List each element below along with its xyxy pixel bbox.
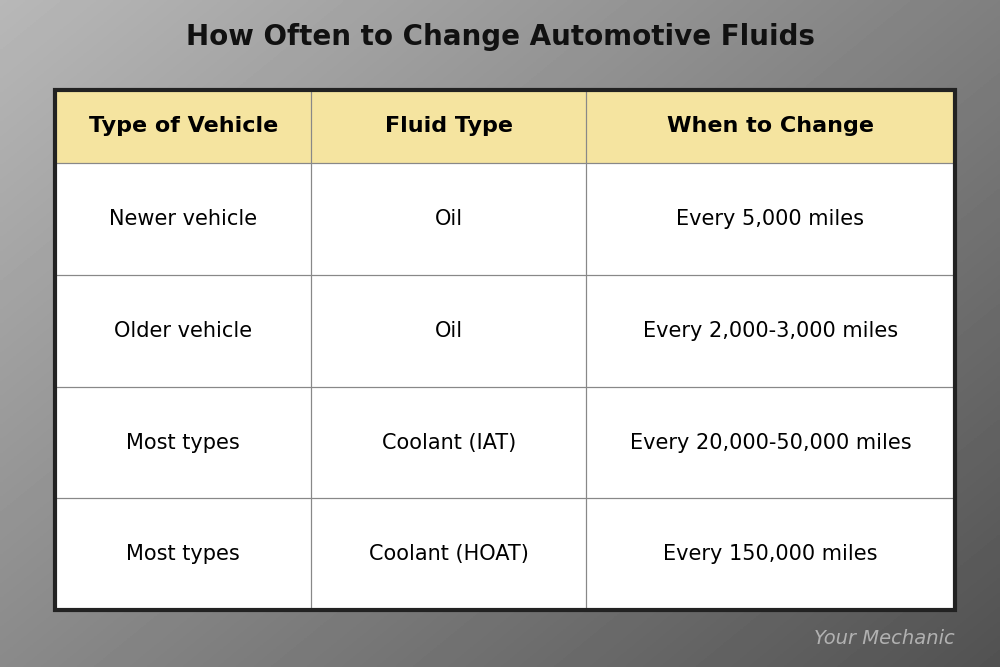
Bar [586,163,955,275]
Bar [586,387,955,498]
Bar [55,90,955,610]
Bar [311,275,586,387]
Bar [586,275,955,387]
Bar [311,275,586,387]
Text: How Often to Change Automotive Fluids: How Often to Change Automotive Fluids [186,23,814,51]
Text: Oil: Oil [435,321,463,341]
Bar [311,387,586,498]
Text: Type of Vehicle: Type of Vehicle [89,117,278,137]
Bar [586,387,955,498]
Bar [311,90,586,163]
Bar [586,498,955,610]
Text: When to Change: When to Change [667,117,874,137]
Bar [55,90,311,163]
Bar [586,90,955,163]
Bar [586,498,955,610]
Bar [586,163,955,275]
Text: Coolant (HOAT): Coolant (HOAT) [369,544,529,564]
Text: Oil: Oil [435,209,463,229]
Text: Every 5,000 miles: Every 5,000 miles [676,209,864,229]
Bar [55,275,311,387]
Bar [311,163,586,275]
Bar [55,275,311,387]
Bar [55,387,311,498]
Bar [311,498,586,610]
Bar [311,387,586,498]
Bar [311,498,586,610]
Text: Coolant (IAT): Coolant (IAT) [382,432,516,452]
Bar [311,90,586,163]
Text: Every 150,000 miles: Every 150,000 miles [663,544,878,564]
Text: Most types: Most types [126,432,240,452]
Bar [55,387,311,498]
Text: Older vehicle: Older vehicle [114,321,252,341]
Bar [55,498,311,610]
Bar [55,163,311,275]
Bar [586,275,955,387]
Bar [55,498,311,610]
Text: Your Mechanic: Your Mechanic [814,630,955,648]
Bar [586,90,955,163]
Bar [55,90,311,163]
Text: Every 20,000-50,000 miles: Every 20,000-50,000 miles [630,432,911,452]
Text: Every 2,000-3,000 miles: Every 2,000-3,000 miles [643,321,898,341]
Text: Newer vehicle: Newer vehicle [109,209,257,229]
Text: Most types: Most types [126,544,240,564]
Bar [55,163,311,275]
Text: Fluid Type: Fluid Type [385,117,513,137]
Bar [311,163,586,275]
